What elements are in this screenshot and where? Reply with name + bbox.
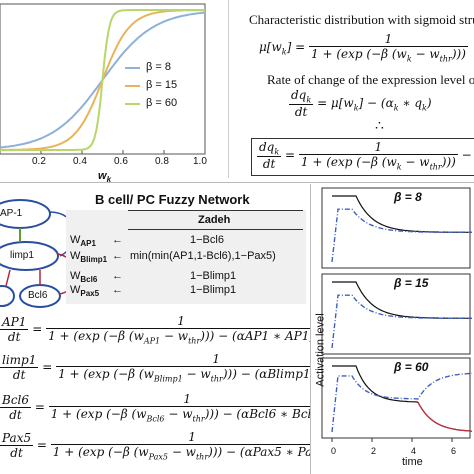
network-panel: B cell/ PC Fuzzy Network AP-1 limp1 Bcl6… <box>0 184 308 308</box>
x-tick-0.8: 0.8 <box>155 156 169 167</box>
sigmoid-x-label: wk <box>98 170 112 185</box>
act-tick-2: 2 <box>371 446 377 456</box>
zadeh-row-weight: WBlimp1 <box>70 250 108 265</box>
sigmoid-chart <box>0 3 206 155</box>
zadeh-row-weight: WPax5 <box>70 284 100 299</box>
zadeh-row-rule: 1−Blimp1 <box>190 284 237 296</box>
node-pax5 <box>0 285 15 307</box>
activation-series-red <box>417 401 473 432</box>
legend-beta-8: β = 8 <box>146 61 171 73</box>
zadeh-row-arrow: ← <box>112 284 123 296</box>
x-tick-0.2: 0.2 <box>32 156 46 167</box>
vertical-divider <box>310 184 311 474</box>
activation-series-blue <box>331 208 472 263</box>
equation-title: Characteristic distribution with sigmoid… <box>249 12 474 27</box>
activation-subplot-frame <box>321 273 471 355</box>
sigmoid-chart-panel: β = 8 β = 15 β = 60 0.2 0.4 0.6 0.8 1.0 … <box>0 0 225 190</box>
activation-chart <box>321 187 473 442</box>
zadeh-header: Zadeh <box>198 214 231 226</box>
final-equation-box <box>251 138 474 176</box>
edge-blimp1-pax5 <box>5 269 11 287</box>
subplot-label-beta-8: β = 8 <box>394 190 422 204</box>
x-tick-0.6: 0.6 <box>114 156 128 167</box>
node-label-blimp1: limp1 <box>10 250 34 261</box>
act-tick-4: 4 <box>411 446 417 456</box>
zadeh-row-rule: 1−Blimp1 <box>190 270 237 282</box>
zadeh-table <box>66 210 306 304</box>
zadeh-rule-mid <box>128 229 303 230</box>
legend-beta-60: β = 60 <box>146 97 178 109</box>
activation-series-blue <box>331 294 472 349</box>
network-title: B cell/ PC Fuzzy Network <box>95 192 250 207</box>
activation-y-label: Activation level <box>314 313 327 387</box>
zadeh-row-arrow: ← <box>112 250 123 262</box>
rate-title: Rate of change of the expression level o <box>267 72 474 87</box>
network-diagram <box>0 199 79 308</box>
zadeh-row-weight: WAP1 <box>70 234 96 249</box>
rate-equation: dqk dt = μ[wk] − (αk ∗ qk) <box>289 88 432 120</box>
equations-panel: Characteristic distribution with sigmoid… <box>228 0 474 178</box>
zadeh-row-rule: min(min(AP1,1-Bcl6),1−Pax5) <box>130 250 276 262</box>
sigmoid-legend <box>125 67 140 105</box>
node-blimp1 <box>0 241 59 271</box>
x-tick-1.0: 1.0 <box>193 156 207 167</box>
zadeh-row-arrow: ← <box>112 270 123 282</box>
zadeh-row-rule: 1−Bcl6 <box>190 234 224 246</box>
horizontal-divider <box>0 182 474 183</box>
activation-subplot-frame <box>321 187 471 269</box>
activation-x-label: time <box>402 456 423 468</box>
act-tick-6: 6 <box>451 446 457 456</box>
x-tick-0.4: 0.4 <box>73 156 87 167</box>
act-tick-0: 0 <box>331 446 337 456</box>
activation-series-blue <box>331 372 473 433</box>
curve-beta-60 <box>0 9 205 151</box>
node-label-bcl6: Bcl6 <box>28 290 48 301</box>
subplot-label-beta-15: β = 15 <box>394 276 429 290</box>
therefore-symbol: ∴ <box>375 119 384 134</box>
node-label-ap1: AP-1 <box>0 208 23 219</box>
zadeh-row-arrow: ← <box>112 234 123 246</box>
activation-panel: Activation level time 0 2 4 6 β = 8 β = … <box>312 184 474 474</box>
subplot-label-beta-60: β = 60 <box>394 360 429 374</box>
legend-beta-15: β = 15 <box>146 79 178 91</box>
zadeh-row-weight: WBcl6 <box>70 270 98 285</box>
zadeh-rule-top <box>128 210 303 211</box>
